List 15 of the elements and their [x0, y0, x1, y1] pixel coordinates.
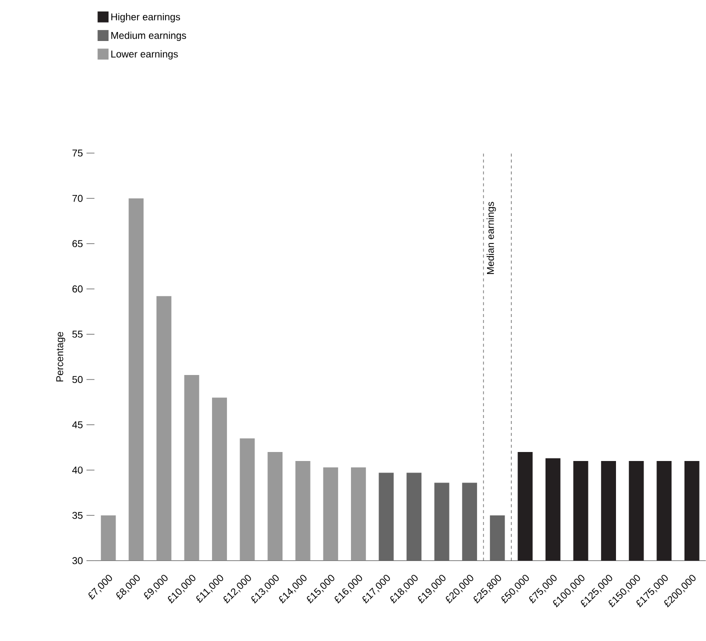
y-tick-label: 50 — [72, 376, 83, 383]
y-tick-label: 60 — [72, 285, 83, 292]
y-tick-label: 40 — [72, 466, 83, 474]
y-tick-label: 70 — [72, 194, 83, 202]
y-tick-label: 55 — [72, 330, 83, 338]
legend-label: Medium earnings — [111, 32, 186, 41]
y-tick-label: 45 — [72, 421, 83, 428]
y-tick-label: 30 — [72, 557, 83, 564]
y-tick-label: 35 — [72, 512, 83, 519]
legend-label: Lower earnings — [111, 50, 178, 60]
y-axis-title: Percentage — [56, 332, 66, 382]
y-tick-label: 75 — [72, 150, 83, 156]
legend-label: Higher earnings — [111, 13, 180, 22]
y-tick-label: 65 — [72, 240, 83, 248]
annotation: Median earnings — [486, 202, 496, 274]
